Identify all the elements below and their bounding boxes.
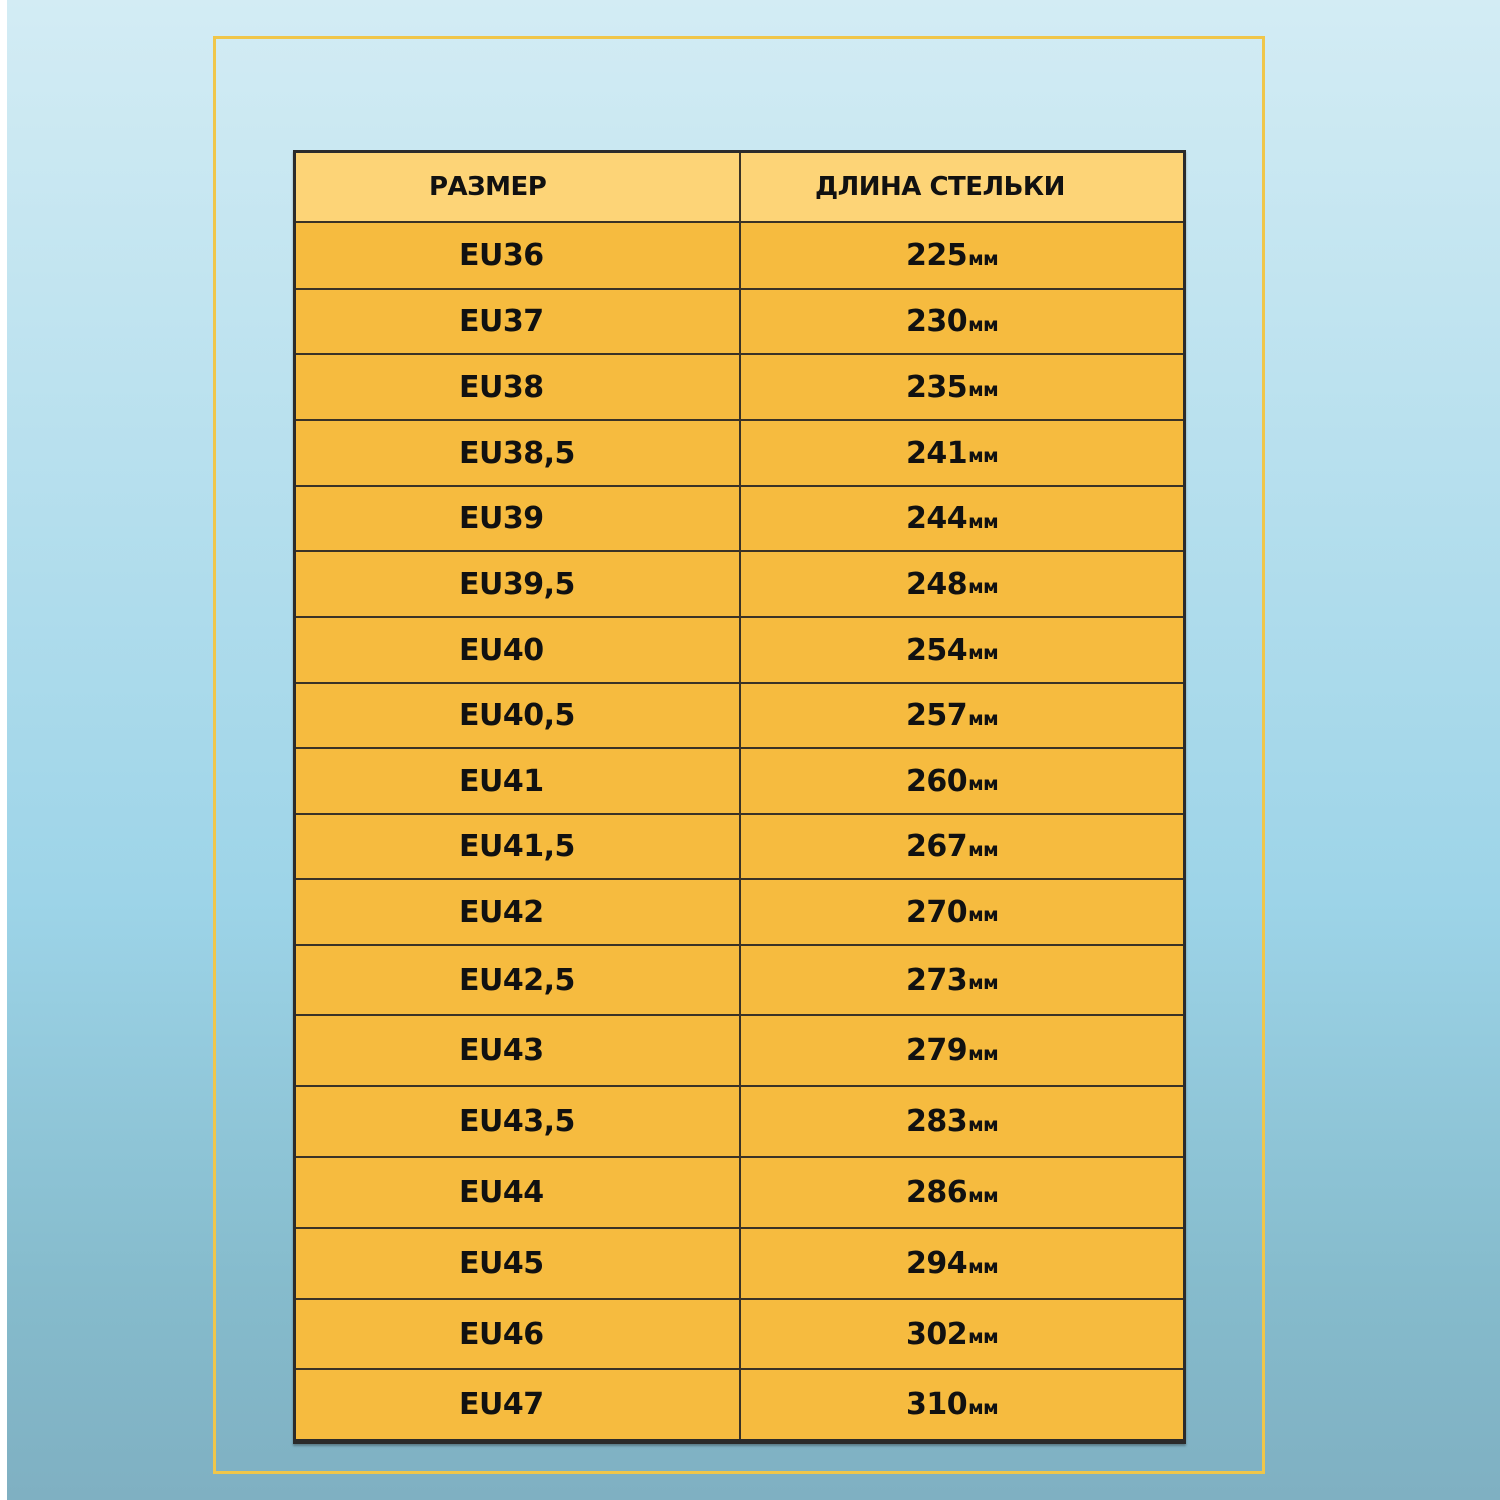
- length-value: 241: [906, 435, 968, 471]
- table-row: EU40 254 мм: [296, 616, 1183, 682]
- unit-label: мм: [968, 576, 999, 598]
- table-row: EU36 225 мм: [296, 221, 1183, 288]
- length-cell: 267 мм: [741, 815, 1183, 878]
- length-cell: 254 мм: [741, 618, 1183, 682]
- length-cell: 230 мм: [741, 290, 1183, 353]
- length-cell: 310 мм: [741, 1370, 1183, 1439]
- size-cell: EU43: [296, 1016, 741, 1085]
- size-cell: EU36: [296, 223, 741, 288]
- size-cell: EU42,5: [296, 946, 741, 1014]
- length-value: 230: [906, 304, 968, 339]
- size-cell: EU42: [296, 880, 741, 944]
- length-value: 267: [906, 829, 968, 864]
- unit-label: мм: [968, 445, 999, 467]
- unit-label: мм: [968, 1113, 999, 1136]
- table-row: EU44 286 мм: [296, 1156, 1183, 1227]
- length-cell: 248 мм: [741, 552, 1183, 616]
- unit-label: мм: [968, 247, 999, 270]
- length-cell: 241 мм: [741, 421, 1183, 485]
- unit-label: мм: [968, 773, 999, 795]
- left-edge: [0, 0, 7, 1500]
- size-cell: EU46: [296, 1300, 741, 1368]
- unit-label: мм: [968, 972, 999, 994]
- unit-label: мм: [968, 1184, 999, 1207]
- length-value: 294: [906, 1246, 968, 1281]
- size-cell: EU45: [296, 1229, 741, 1298]
- size-cell: EU41,5: [296, 815, 741, 878]
- decorative-frame: [213, 36, 1265, 1474]
- length-cell: 302 мм: [741, 1300, 1183, 1368]
- length-value: 279: [906, 1033, 968, 1068]
- length-value: 225: [906, 238, 968, 273]
- table-row: EU46 302 мм: [296, 1298, 1183, 1368]
- unit-label: мм: [968, 642, 999, 664]
- unit-label: мм: [968, 379, 999, 401]
- length-value: 235: [906, 369, 968, 405]
- length-value: 244: [906, 501, 968, 536]
- length-value: 283: [906, 1104, 968, 1139]
- unit-label: мм: [968, 1326, 999, 1348]
- size-cell: EU41: [296, 749, 741, 813]
- unit-label: мм: [968, 838, 999, 861]
- unit-label: мм: [968, 904, 999, 926]
- table-row: EU39 244 мм: [296, 485, 1183, 550]
- size-cell: EU40,5: [296, 684, 741, 747]
- length-value: 286: [906, 1175, 968, 1210]
- length-cell: 235 мм: [741, 355, 1183, 419]
- unit-label: мм: [968, 1042, 999, 1065]
- table-row: EU41,5 267 мм: [296, 813, 1183, 878]
- length-value: 273: [906, 962, 968, 998]
- size-cell: EU38: [296, 355, 741, 419]
- length-cell: 260 мм: [741, 749, 1183, 813]
- length-value: 248: [906, 566, 968, 602]
- unit-label: мм: [968, 313, 999, 336]
- table-row: EU43,5 283 мм: [296, 1085, 1183, 1156]
- table-row: EU43 279 мм: [296, 1014, 1183, 1085]
- unit-label: мм: [968, 707, 999, 730]
- table-row: EU41 260 мм: [296, 747, 1183, 813]
- table-row: EU42 270 мм: [296, 878, 1183, 944]
- table-row: EU39,5 248 мм: [296, 550, 1183, 616]
- size-cell: EU44: [296, 1158, 741, 1227]
- length-cell: 283 мм: [741, 1087, 1183, 1156]
- header-insole-length: ДЛИНА СТЕЛЬКИ: [815, 172, 1065, 202]
- size-cell: EU47: [296, 1370, 741, 1439]
- table-row: EU45 294 мм: [296, 1227, 1183, 1298]
- size-table: РАЗМЕР ДЛИНА СТЕЛЬКИ EU36 225 мм EU37 230 м…: [293, 150, 1186, 1444]
- size-cell: EU39,5: [296, 552, 741, 616]
- table-row: EU38 235 мм: [296, 353, 1183, 419]
- size-cell: EU37: [296, 290, 741, 353]
- length-cell: 270 мм: [741, 880, 1183, 944]
- length-value: 254: [906, 632, 968, 668]
- length-cell: 294 мм: [741, 1229, 1183, 1298]
- table-row: EU37 230 мм: [296, 288, 1183, 353]
- length-cell: 225 мм: [741, 223, 1183, 288]
- length-cell: 279 мм: [741, 1016, 1183, 1085]
- table-header-row: РАЗМЕР ДЛИНА СТЕЛЬКИ: [296, 153, 1183, 221]
- length-value: 260: [906, 763, 968, 799]
- table-row: EU40,5 257 мм: [296, 682, 1183, 747]
- length-cell: 257 мм: [741, 684, 1183, 747]
- unit-label: мм: [968, 510, 999, 533]
- table-row: EU42,5 273 мм: [296, 944, 1183, 1014]
- length-cell: 273 мм: [741, 946, 1183, 1014]
- length-cell: 244 мм: [741, 487, 1183, 550]
- size-cell: EU43,5: [296, 1087, 741, 1156]
- length-value: 257: [906, 698, 968, 733]
- length-value: 270: [906, 894, 968, 930]
- size-cell: EU38,5: [296, 421, 741, 485]
- unit-label: мм: [968, 1396, 999, 1419]
- length-value: 310: [906, 1387, 968, 1422]
- table-row: EU38,5 241 мм: [296, 419, 1183, 485]
- length-cell: 286 мм: [741, 1158, 1183, 1227]
- length-value: 302: [906, 1316, 968, 1352]
- unit-label: мм: [968, 1255, 999, 1278]
- size-cell: EU39: [296, 487, 741, 550]
- header-size: РАЗМЕР: [296, 153, 741, 221]
- size-cell: EU40: [296, 618, 741, 682]
- table-row: EU47 310 мм: [296, 1368, 1183, 1439]
